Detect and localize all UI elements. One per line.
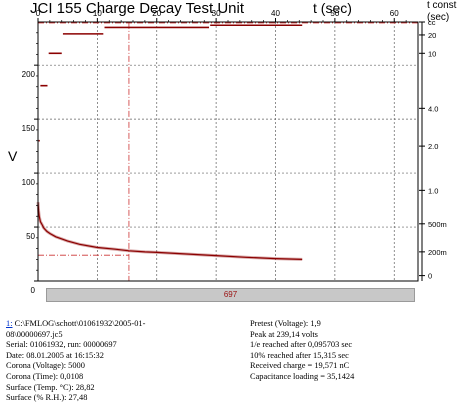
- file-path-line1: 1: C:\FMLOG\schott\01061932\2005-01-: [6, 319, 236, 330]
- y-axis-label: V: [8, 148, 18, 164]
- surface-rh-info: Surface (% R.H.): 27,48: [6, 393, 88, 403]
- tconst-tick-label: 2.0: [428, 142, 438, 151]
- grid-layer: [38, 22, 418, 281]
- tconst-tick-label: 1.0: [428, 186, 438, 195]
- run-number-value: 697: [223, 290, 238, 299]
- tconst-axis-title: t const (sec): [427, 0, 456, 24]
- date-info: Date: 08.01.2005 at 16:15:32: [6, 350, 104, 360]
- tconst-tick-label: 0: [428, 272, 432, 281]
- y-tick-label: 200: [22, 70, 36, 79]
- data-layer: [36, 24, 303, 261]
- file-path-text: C:\FMLOG\schott\01061932\2005-01-: [12, 319, 146, 328]
- received-charge-info: Received charge = 19,571 nC: [250, 361, 350, 371]
- tconst-tick-label: 500m: [428, 220, 447, 229]
- x-axis-unit-label: t (sec): [313, 0, 352, 16]
- decay-curve: [37, 202, 303, 260]
- axis-layer: 0 10 20 30 40 50 60 0 50 100 150 200 Vcc 20 10 4.0 2.0 1.…: [8, 9, 447, 295]
- tconst-tick-label: 10: [428, 49, 436, 58]
- pretest-info: Pretest (Voltage): 1,9: [250, 319, 321, 328]
- decay-curve-noise-band: [36, 202, 303, 261]
- run-progress-bar: 697: [46, 288, 415, 302]
- one-over-e-info: 1/e reached after 0,095703 sec: [250, 340, 353, 350]
- capacitance-info: Capacitance loading = 35,1424: [250, 371, 355, 381]
- x-tick-label: 40: [271, 9, 280, 18]
- tconst-title-line2: (sec): [427, 12, 450, 23]
- x-tick-label: 30: [212, 9, 221, 18]
- chart-title: JCI 155 Charge Decay Test Unit: [30, 0, 244, 17]
- x-tick-label: 50: [330, 9, 339, 18]
- surface-temp-info: Surface (Temp. °C): 28,82: [6, 382, 95, 392]
- tconst-tick-label: 4.0: [428, 104, 438, 113]
- x-tick-label: 20: [152, 9, 161, 18]
- x-tick-label: 60: [390, 9, 399, 18]
- tconst-tick-label: cc: [428, 18, 436, 27]
- test-info-left: 1: C:\FMLOG\schott\01061932\2005-01- 08\…: [6, 319, 236, 404]
- test-info-right: Pretest (Voltage): 1,9 Peak at 239,14 vo…: [250, 319, 455, 383]
- reference-lines: [38, 22, 418, 281]
- corona-voltage-info: Corona (Voltage): 5000: [6, 361, 85, 371]
- peak-info: Peak at 239,14 volts: [250, 329, 318, 339]
- serial-info: Serial: 01061932, run: 00000697: [6, 340, 117, 350]
- file-path-line2: 08\00000697.jc5: [6, 329, 63, 339]
- x-tick-label: 0: [36, 9, 41, 18]
- tconst-tick-label: 200m: [428, 248, 447, 257]
- plot-frame: [37, 21, 419, 282]
- tconst-tick-label: 20: [428, 31, 436, 40]
- y-tick-label: 100: [22, 178, 36, 187]
- decay-chart: 0 10 20 30 40 50 60 0 50 100 150 200 Vcc 20 10 4.0 2.0 1.…: [8, 9, 447, 295]
- y-tick-label: 50: [26, 232, 35, 241]
- tconst-title-line1: t const: [427, 0, 457, 11]
- file-link[interactable]: 1:: [6, 319, 13, 328]
- y-tick-label: 0: [31, 286, 36, 295]
- x-tick-label: 10: [93, 9, 102, 18]
- corona-time-info: Corona (Time): 0,0108: [6, 371, 84, 381]
- y-tick-label: 150: [22, 124, 36, 133]
- ten-percent-info: 10% reached after 15,315 sec: [250, 350, 349, 360]
